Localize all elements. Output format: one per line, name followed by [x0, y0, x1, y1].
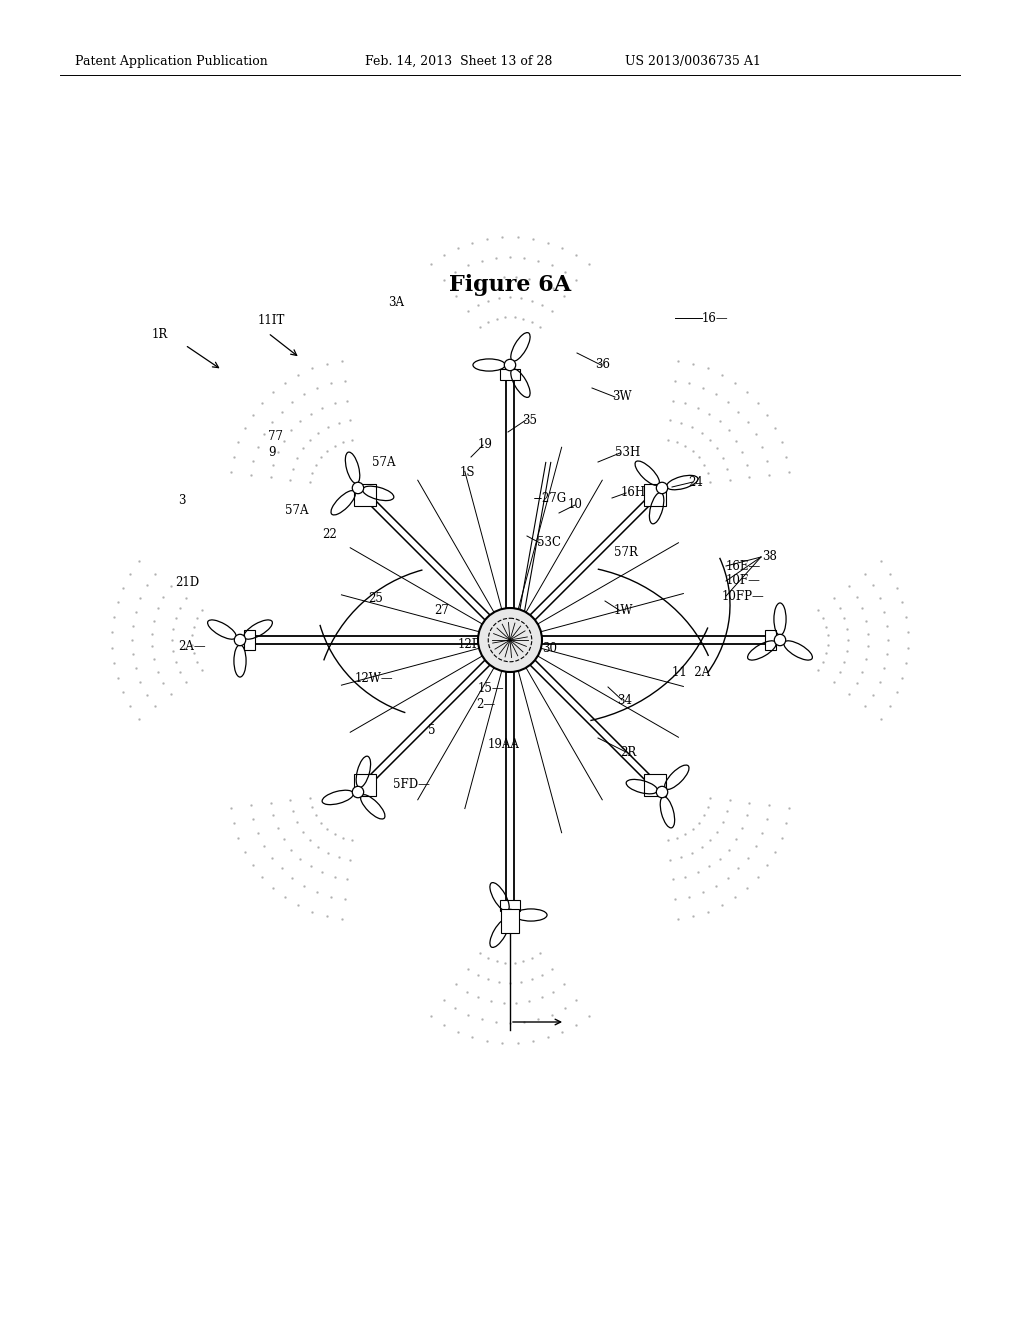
- Text: Patent Application Publication: Patent Application Publication: [75, 55, 267, 69]
- Text: US 2013/0036735 A1: US 2013/0036735 A1: [625, 55, 761, 69]
- Text: 1S: 1S: [460, 466, 475, 479]
- FancyBboxPatch shape: [500, 370, 520, 380]
- Circle shape: [504, 909, 516, 921]
- Text: 2A—: 2A—: [178, 639, 206, 652]
- Text: 3A: 3A: [388, 296, 404, 309]
- Text: 22: 22: [322, 528, 337, 540]
- Text: 77: 77: [268, 429, 283, 442]
- Text: 1W: 1W: [614, 603, 634, 616]
- FancyBboxPatch shape: [244, 630, 255, 651]
- Text: 30: 30: [542, 642, 557, 655]
- Text: 5: 5: [428, 723, 435, 737]
- FancyBboxPatch shape: [765, 630, 776, 651]
- Text: 19: 19: [478, 438, 493, 451]
- Circle shape: [352, 787, 364, 797]
- Circle shape: [656, 482, 668, 494]
- Text: 15—: 15—: [478, 681, 505, 694]
- Text: 10: 10: [568, 499, 583, 511]
- Circle shape: [504, 359, 516, 371]
- Text: 16E—: 16E—: [726, 560, 761, 573]
- Text: 12P: 12P: [458, 639, 480, 652]
- Circle shape: [774, 635, 785, 645]
- Text: 11  2A: 11 2A: [672, 665, 710, 678]
- Text: 3W: 3W: [612, 391, 632, 404]
- Text: 27: 27: [434, 603, 449, 616]
- Text: 21D: 21D: [175, 576, 199, 589]
- FancyBboxPatch shape: [353, 774, 376, 796]
- FancyBboxPatch shape: [353, 483, 376, 506]
- Text: 38: 38: [762, 550, 777, 564]
- FancyBboxPatch shape: [500, 900, 520, 911]
- Text: 34: 34: [617, 693, 632, 706]
- Text: 57R: 57R: [614, 546, 638, 560]
- Text: 12W—: 12W—: [355, 672, 393, 685]
- Text: 9: 9: [268, 446, 275, 458]
- Text: 10FP—: 10FP—: [722, 590, 765, 602]
- Circle shape: [234, 635, 246, 645]
- Text: 24: 24: [688, 475, 702, 488]
- FancyBboxPatch shape: [644, 483, 667, 506]
- FancyBboxPatch shape: [644, 774, 667, 796]
- Text: 53H: 53H: [615, 446, 640, 459]
- Text: 10F—: 10F—: [726, 574, 761, 587]
- Text: 53C: 53C: [537, 536, 561, 549]
- Text: 57A: 57A: [285, 503, 308, 516]
- Text: 3: 3: [178, 494, 185, 507]
- Text: 16—: 16—: [702, 312, 729, 325]
- Text: −27G: −27G: [534, 491, 567, 504]
- Bar: [501, 908, 519, 932]
- Text: 35: 35: [522, 413, 537, 426]
- Text: 36: 36: [595, 359, 610, 371]
- Circle shape: [352, 482, 364, 494]
- Text: 2—: 2—: [476, 697, 496, 710]
- Text: 57A: 57A: [372, 455, 395, 469]
- Text: Figure 6A: Figure 6A: [449, 275, 571, 296]
- Text: 5FD—: 5FD—: [393, 779, 430, 792]
- Text: 11IT: 11IT: [258, 314, 286, 326]
- Circle shape: [656, 787, 668, 797]
- Text: 16H: 16H: [621, 487, 646, 499]
- Text: 2R: 2R: [620, 746, 636, 759]
- Circle shape: [478, 609, 542, 672]
- Text: 25: 25: [368, 591, 383, 605]
- Text: 19AA: 19AA: [488, 738, 520, 751]
- Text: 1R: 1R: [152, 329, 168, 342]
- Text: Feb. 14, 2013  Sheet 13 of 28: Feb. 14, 2013 Sheet 13 of 28: [365, 55, 552, 69]
